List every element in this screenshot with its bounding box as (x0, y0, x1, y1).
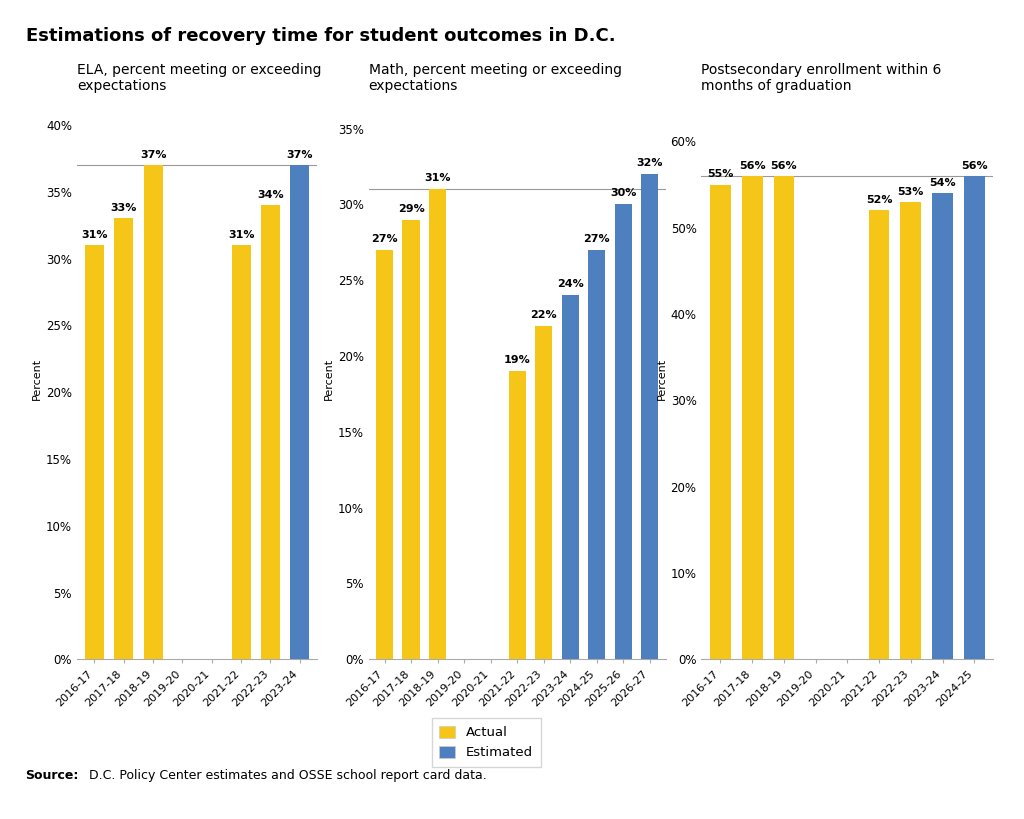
Bar (773, 176, 795, 659)
Bar (641, 174, 658, 659)
Bar (231, 245, 251, 659)
Text: Source:: Source: (26, 769, 79, 782)
Text: 53%: 53% (898, 187, 924, 197)
Text: 27%: 27% (372, 234, 398, 244)
Bar (711, 184, 731, 659)
Bar (429, 189, 446, 659)
Text: 30%: 30% (610, 188, 636, 198)
Bar (143, 165, 163, 659)
Text: 55%: 55% (708, 170, 733, 179)
Text: 33%: 33% (111, 203, 137, 213)
Text: 27%: 27% (584, 234, 610, 244)
Text: 19%: 19% (504, 355, 530, 365)
Text: 56%: 56% (739, 161, 766, 171)
Y-axis label: Percent: Percent (656, 358, 667, 400)
Text: Estimations of recovery time for student outcomes in D.C.: Estimations of recovery time for student… (26, 27, 615, 45)
Text: 52%: 52% (866, 195, 892, 206)
Bar (561, 296, 579, 659)
Text: 29%: 29% (397, 203, 424, 214)
Bar (115, 219, 133, 659)
Bar (376, 250, 393, 659)
Bar (932, 193, 953, 659)
Text: 37%: 37% (140, 150, 166, 160)
Y-axis label: Percent: Percent (324, 358, 334, 400)
Text: 54%: 54% (929, 178, 955, 188)
Bar (900, 201, 922, 659)
Bar (402, 219, 420, 659)
Text: 37%: 37% (287, 150, 313, 160)
Bar (261, 205, 280, 659)
Bar (509, 371, 525, 659)
Y-axis label: Percent: Percent (32, 358, 42, 400)
Bar (290, 165, 309, 659)
Bar (868, 210, 890, 659)
Text: 34%: 34% (257, 190, 284, 200)
Text: 31%: 31% (81, 230, 108, 240)
Bar (614, 205, 632, 659)
Bar (741, 176, 763, 659)
Text: 32%: 32% (637, 158, 663, 168)
Text: 56%: 56% (771, 161, 798, 171)
Bar (964, 176, 984, 659)
Text: 22%: 22% (530, 310, 557, 319)
Text: 31%: 31% (228, 230, 254, 240)
Text: ELA, percent meeting or exceeding
expectations: ELA, percent meeting or exceeding expect… (77, 63, 322, 93)
Bar (535, 326, 552, 659)
Text: D.C. Policy Center estimates and OSSE school report card data.: D.C. Policy Center estimates and OSSE sc… (85, 769, 486, 782)
Legend: Actual, Estimated: Actual, Estimated (431, 718, 541, 767)
Text: 31%: 31% (424, 173, 451, 183)
Bar (588, 250, 605, 659)
Text: Postsecondary enrollment within 6
months of graduation: Postsecondary enrollment within 6 months… (701, 63, 942, 93)
Text: 24%: 24% (557, 279, 584, 289)
Text: Math, percent meeting or exceeding
expectations: Math, percent meeting or exceeding expec… (369, 63, 622, 93)
Text: 56%: 56% (961, 161, 987, 171)
Bar (85, 245, 104, 659)
